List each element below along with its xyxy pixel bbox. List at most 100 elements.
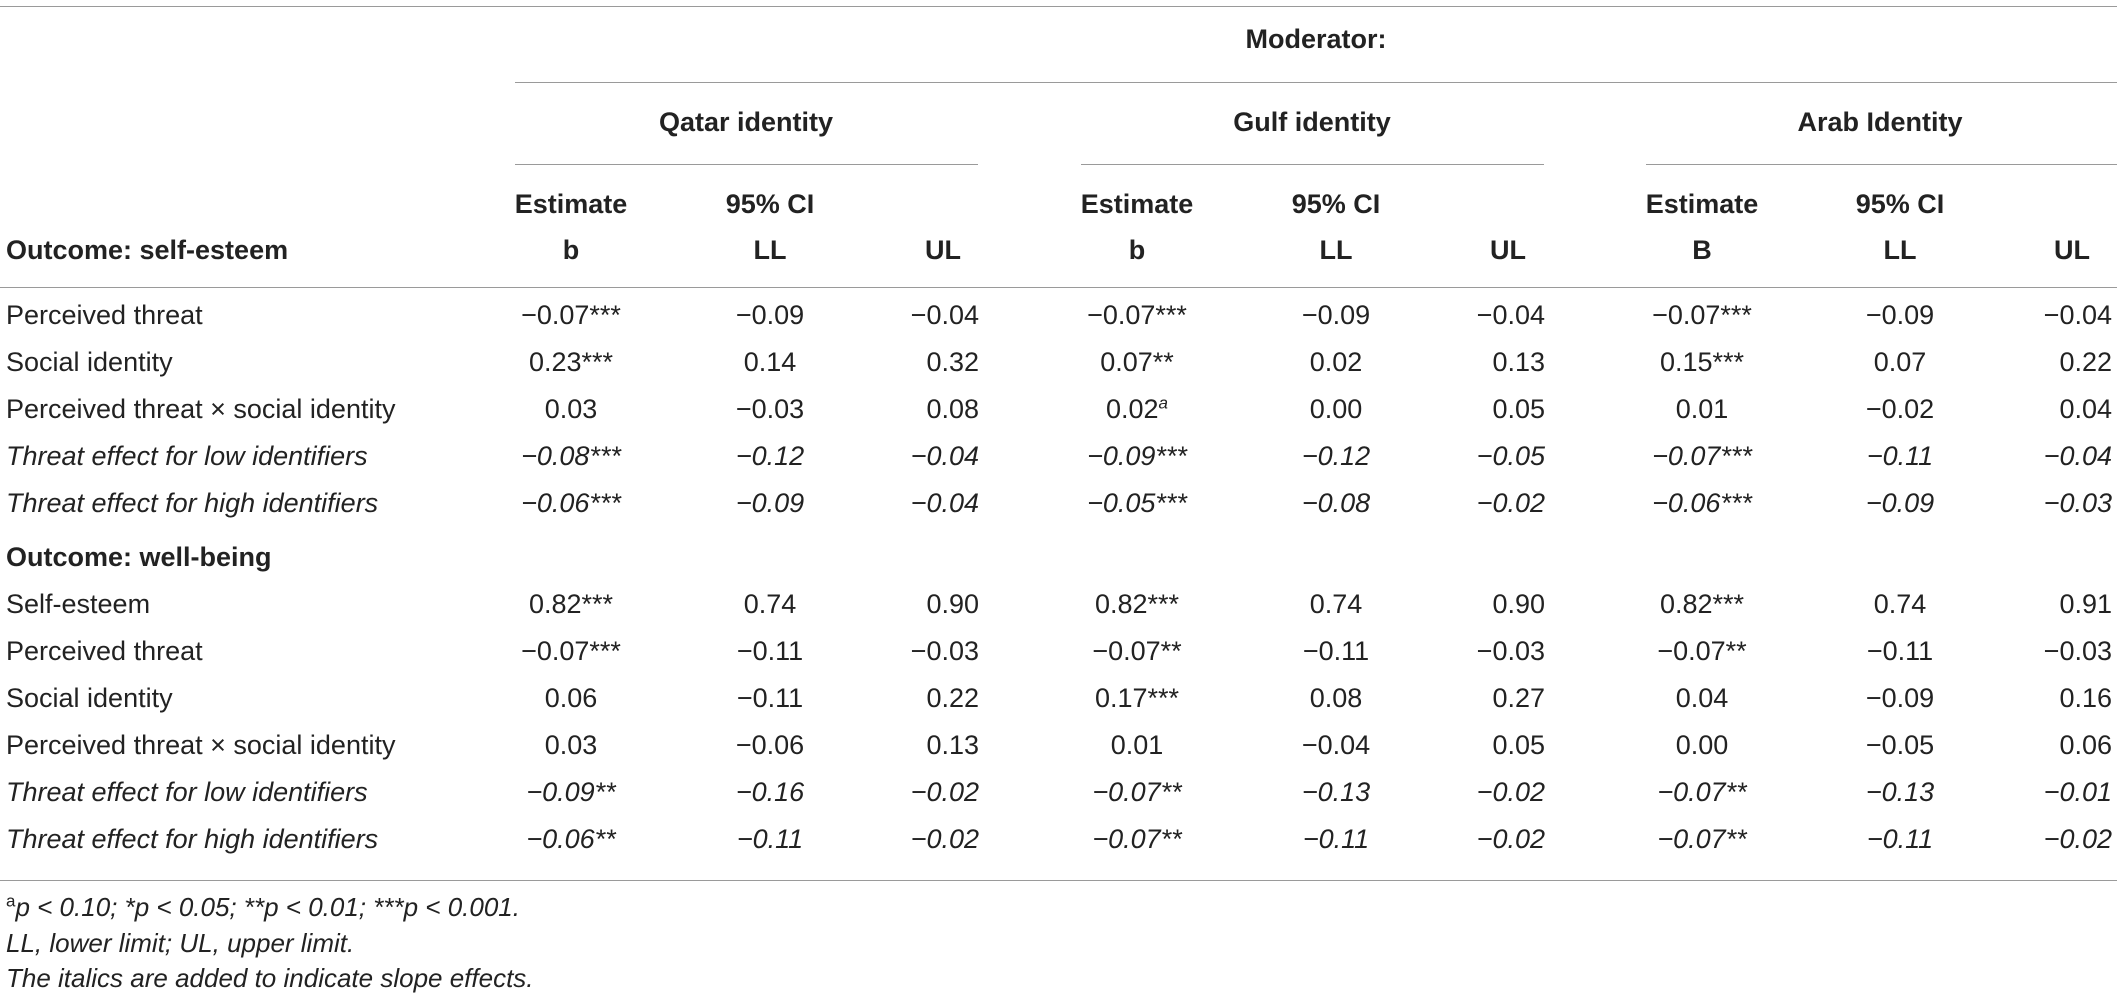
cell-lower-limit: −0.11 — [1866, 441, 1934, 471]
cell-upper-limit: −0.01 — [2043, 777, 2112, 807]
estimate-header-arab: Estimate — [1645, 189, 1759, 219]
cell-lower-limit: −0.13 — [1301, 777, 1371, 807]
footnote-marker: a — [6, 891, 16, 911]
header-bottom-rule — [0, 287, 2117, 288]
cell-lower-limit: −0.16 — [735, 777, 805, 807]
cell-lower-limit: 0.74 — [743, 589, 797, 619]
cell-upper-limit: 0.91 — [2059, 589, 2112, 619]
cell-upper-limit: 0.22 — [2059, 347, 2112, 377]
footnote-significance-text: p < 0.10; *p < 0.05; **p < 0.01; ***p < … — [15, 892, 520, 922]
cell-lower-limit: 0.08 — [1309, 683, 1363, 713]
cell-lower-limit: −0.11 — [1866, 636, 1934, 666]
cell-lower-limit: 0.07 — [1873, 347, 1927, 377]
cell-estimate: 0.00 — [1675, 730, 1729, 760]
superscript-marker: a — [1158, 393, 1169, 413]
cell-lower-limit: −0.09 — [735, 488, 805, 518]
row-label: Perceived threat — [6, 300, 203, 330]
subheader-ll-arab: LL — [1883, 235, 1917, 265]
estimate-header-qatar: Estimate — [514, 189, 628, 219]
footnote-abbreviations: LL, lower limit; UL, upper limit. — [6, 928, 355, 958]
ci-header-gulf: 95% CI — [1291, 189, 1381, 219]
cell-upper-limit: 0.04 — [2059, 394, 2112, 424]
cell-upper-limit: 0.08 — [926, 394, 979, 424]
cell-estimate: 0.06 — [544, 683, 598, 713]
row-label: Perceived threat × social identity — [6, 394, 396, 424]
qatar-group-rule — [515, 164, 978, 165]
cell-lower-limit: −0.11 — [1302, 636, 1370, 666]
row-label: Threat effect for high identifiers — [6, 824, 379, 854]
ci-header-qatar: 95% CI — [725, 189, 815, 219]
row-label: Threat effect for high identifiers — [6, 488, 379, 518]
cell-estimate: −0.07** — [1092, 824, 1182, 854]
cell-upper-limit: 0.27 — [1492, 683, 1545, 713]
cell-lower-limit: −0.12 — [1301, 441, 1371, 471]
cell-estimate: 0.17*** — [1094, 683, 1180, 713]
cell-estimate: −0.06*** — [1652, 488, 1752, 518]
arab-group-rule — [1646, 164, 2117, 165]
row-label: Self-esteem — [6, 589, 151, 619]
cell-lower-limit: −0.12 — [735, 441, 805, 471]
cell-lower-limit: −0.09 — [1865, 300, 1935, 330]
group-heading-arab: Arab Identity — [1797, 107, 1963, 137]
cell-estimate: −0.07*** — [1652, 300, 1752, 330]
cell-upper-limit: −0.02 — [910, 777, 979, 807]
cell-estimate: −0.07*** — [1652, 441, 1752, 471]
cell-lower-limit: −0.06 — [735, 730, 805, 760]
footnote-significance: ap < 0.10; *p < 0.05; **p < 0.01; ***p <… — [6, 891, 520, 923]
group-heading-qatar: Qatar identity — [658, 107, 834, 137]
cell-lower-limit: 0.00 — [1309, 394, 1363, 424]
cell-upper-limit: 0.22 — [926, 683, 979, 713]
cell-upper-limit: −0.05 — [1476, 441, 1545, 471]
cell-estimate: −0.07** — [1657, 824, 1747, 854]
cell-upper-limit: 0.05 — [1492, 730, 1545, 760]
cell-estimate: −0.07** — [1092, 636, 1182, 666]
cell-estimate: −0.05*** — [1087, 488, 1187, 518]
section-label-wellbeing: Outcome: well-being — [6, 542, 272, 572]
subheader-ll-qatar: LL — [753, 235, 787, 265]
cell-upper-limit: −0.02 — [1476, 777, 1545, 807]
row-label: Perceived threat × social identity — [6, 730, 396, 760]
cell-estimate: 0.04 — [1675, 683, 1729, 713]
cell-estimate: 0.03 — [544, 730, 598, 760]
row-label: Perceived threat — [6, 636, 203, 666]
cell-upper-limit: 0.16 — [2059, 683, 2112, 713]
cell-estimate: 0.23*** — [528, 347, 614, 377]
row-label: Social identity — [6, 683, 173, 713]
group-heading-gulf: Gulf identity — [1233, 107, 1391, 137]
cell-lower-limit: −0.11 — [736, 683, 804, 713]
cell-estimate: −0.07*** — [1087, 300, 1187, 330]
row-label: Threat effect for low identifiers — [6, 777, 368, 807]
cell-estimate: 0.82*** — [1659, 589, 1745, 619]
cell-lower-limit: −0.03 — [735, 394, 805, 424]
cell-estimate: −0.09*** — [1087, 441, 1187, 471]
cell-upper-limit: −0.02 — [1476, 824, 1545, 854]
cell-upper-limit: 0.90 — [1492, 589, 1545, 619]
cell-estimate: 0.01 — [1675, 394, 1729, 424]
cell-lower-limit: 0.14 — [743, 347, 797, 377]
gulf-group-rule — [1081, 164, 1544, 165]
cell-lower-limit: −0.11 — [736, 824, 804, 854]
cell-upper-limit: 0.06 — [2059, 730, 2112, 760]
estimate-header-gulf: Estimate — [1080, 189, 1194, 219]
cell-upper-limit: −0.02 — [910, 824, 979, 854]
footnote-italics: The italics are added to indicate slope … — [6, 963, 534, 993]
cell-lower-limit: −0.08 — [1301, 488, 1371, 518]
cell-lower-limit: −0.11 — [736, 636, 804, 666]
cell-estimate: 0.03 — [544, 394, 598, 424]
cell-lower-limit: −0.09 — [1301, 300, 1371, 330]
cell-estimate: −0.06*** — [521, 488, 621, 518]
cell-upper-limit: −0.02 — [1476, 488, 1545, 518]
moderator-rule — [515, 82, 2117, 83]
cell-lower-limit: −0.13 — [1865, 777, 1935, 807]
cell-estimate: −0.07** — [1657, 636, 1747, 666]
subheader-b-arab: B — [1692, 235, 1712, 265]
cell-upper-limit: −0.03 — [1476, 636, 1545, 666]
cell-estimate: −0.09** — [526, 777, 616, 807]
cell-lower-limit: −0.05 — [1865, 730, 1935, 760]
cell-upper-limit: 0.05 — [1492, 394, 1545, 424]
cell-lower-limit: −0.02 — [1865, 394, 1935, 424]
cell-lower-limit: −0.09 — [1865, 488, 1935, 518]
row-label: Threat effect for low identifiers — [6, 441, 368, 471]
subheader-ul-arab: UL — [2054, 235, 2090, 265]
cell-estimate: 0.07** — [1100, 347, 1174, 377]
